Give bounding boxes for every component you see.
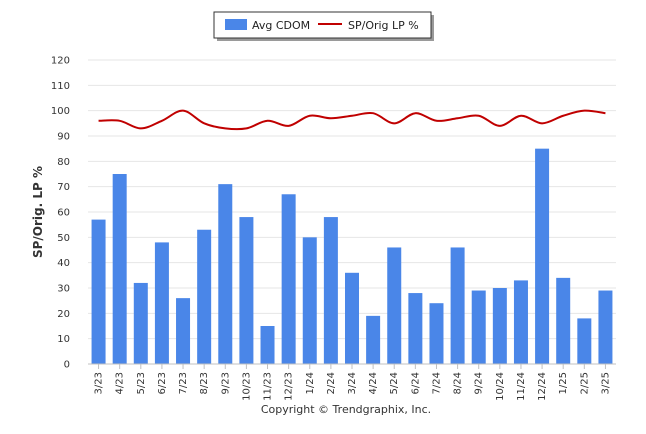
y-tick-label: 70 <box>57 182 70 193</box>
bar-avg-cdom <box>112 174 127 364</box>
legend: Avg CDOM SP/Orig LP % <box>213 11 434 41</box>
y-tick-label: 0 <box>64 360 70 371</box>
bar-avg-cdom <box>535 148 550 364</box>
bar-avg-cdom <box>281 194 296 364</box>
y-tick-label: 40 <box>57 258 70 269</box>
x-tick-label: 3/24 <box>347 372 358 394</box>
bar-avg-cdom <box>577 318 592 364</box>
x-axis-ticks: 3/23 4/23 5/23 6/23 7/23 8/23 9/23 10/23 11/23 12… <box>94 364 611 401</box>
y-tick-label: 10 <box>57 334 70 345</box>
x-tick-label: 8/23 <box>199 372 210 394</box>
y-tick-label: 90 <box>57 132 70 143</box>
x-tick-label: 7/23 <box>178 372 189 394</box>
bar-avg-cdom <box>345 272 359 364</box>
bar-avg-cdom <box>260 326 275 364</box>
y-tick-label: 80 <box>57 157 70 168</box>
x-tick-label: 4/23 <box>115 372 126 394</box>
x-tick-label: 12/24 <box>537 372 548 401</box>
x-tick-label: 2/24 <box>326 372 337 394</box>
bar-avg-cdom <box>492 288 507 364</box>
y-tick-label: 60 <box>57 208 70 219</box>
x-tick-label: 11/23 <box>263 372 274 401</box>
series-line-sp-orig-lp <box>98 109 606 131</box>
bar-avg-cdom <box>513 280 528 364</box>
x-tick-label: 2/25 <box>579 372 590 394</box>
bar-avg-cdom <box>218 184 233 364</box>
bar-avg-cdom <box>239 217 254 364</box>
bar-avg-cdom <box>302 237 317 364</box>
bar-avg-cdom <box>450 247 465 364</box>
x-tick-label: 10/24 <box>495 372 506 401</box>
x-tick-label: 3/25 <box>600 372 611 394</box>
y-tick-label: 110 <box>51 81 70 92</box>
y-tick-label: 120 <box>51 56 70 67</box>
x-tick-label: 9/23 <box>220 372 231 394</box>
bar-avg-cdom <box>133 282 148 364</box>
bar-avg-cdom <box>197 229 212 364</box>
grid <box>88 59 616 365</box>
y-axis-title: SP/Orig. LP % <box>31 166 45 258</box>
x-tick-label: 1/24 <box>305 372 316 394</box>
bar-avg-cdom <box>598 290 613 364</box>
bar-avg-cdom <box>471 290 486 364</box>
copyright-text: Copyright © Trendgraphix, Inc. <box>261 403 431 416</box>
bar-avg-cdom <box>408 293 423 364</box>
x-tick-label: 3/23 <box>94 372 105 394</box>
y-tick-label: 30 <box>57 284 70 295</box>
bar-avg-cdom <box>323 217 338 364</box>
bar-avg-cdom <box>429 303 444 364</box>
x-tick-label: 10/23 <box>241 372 252 401</box>
bars <box>91 148 613 364</box>
x-tick-label: 6/24 <box>410 372 421 394</box>
legend-label-sp-orig-lp: SP/Orig LP % <box>348 19 419 32</box>
x-tick-label: 5/23 <box>136 372 147 394</box>
bar-avg-cdom <box>154 242 169 364</box>
x-tick-label: 12/23 <box>284 372 295 401</box>
bar-avg-cdom <box>91 219 106 364</box>
legend-swatch-avg-cdom <box>225 19 247 30</box>
x-tick-label: 1/25 <box>558 372 569 394</box>
bar-avg-cdom <box>387 247 402 364</box>
y-tick-label: 50 <box>57 233 70 244</box>
x-tick-label: 4/24 <box>368 372 379 394</box>
y-tick-label: 20 <box>57 309 70 320</box>
x-tick-label: 8/24 <box>453 372 464 394</box>
y-axis-ticks: 0 10 20 30 40 50 60 70 80 90 100 110 120 <box>51 56 70 371</box>
legend-label-avg-cdom: Avg CDOM <box>252 19 310 32</box>
y-tick-label: 100 <box>51 106 70 117</box>
x-tick-label: 9/24 <box>474 372 485 394</box>
x-tick-label: 11/24 <box>516 372 527 401</box>
x-tick-label: 5/24 <box>389 372 400 394</box>
bar-avg-cdom <box>556 277 571 364</box>
bar-avg-cdom <box>176 298 191 364</box>
x-tick-label: 7/24 <box>431 372 442 394</box>
bar-avg-cdom <box>366 315 381 364</box>
x-tick-label: 6/23 <box>157 372 168 394</box>
